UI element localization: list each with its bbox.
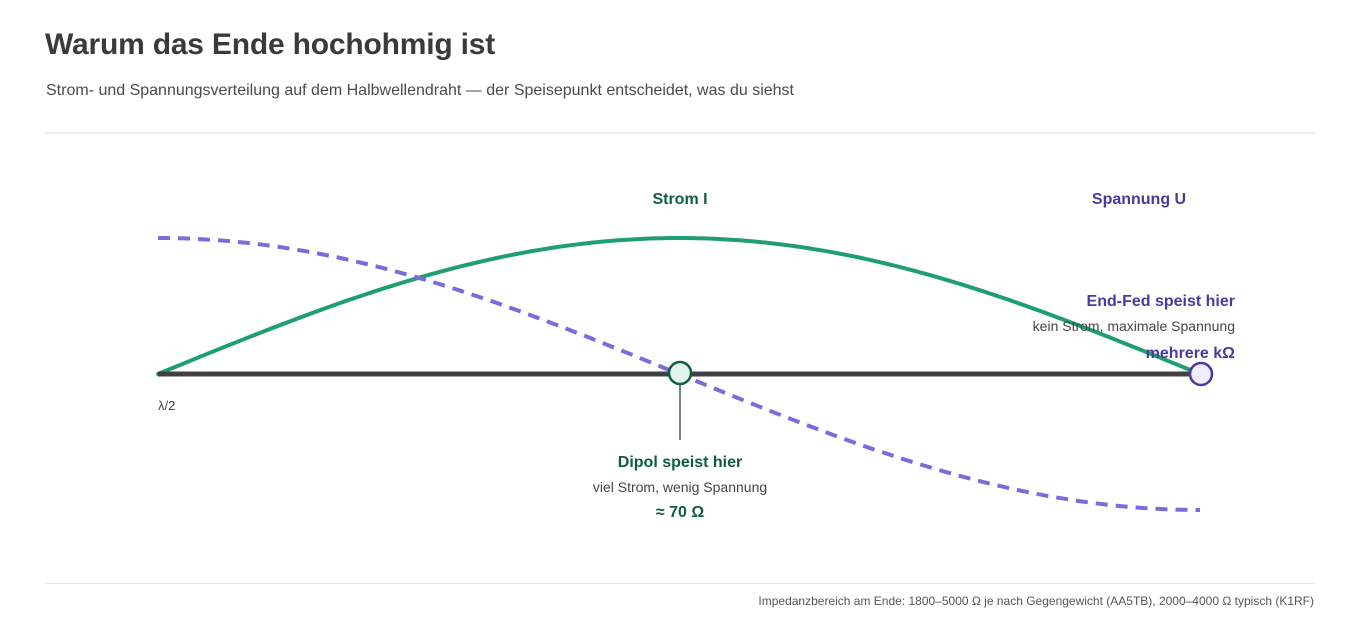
wire-length-label: λ/2 [158,398,175,413]
current-curve-label: Strom I [652,191,707,208]
endfed-impedance: mehrere kΩ [1146,345,1235,362]
endfed-feedpoint-node [1188,361,1214,387]
dipole-feedpoint-node [667,360,693,386]
current-curve [156,236,1202,376]
standing-wave-diagram: Strom I Spannung U λ/2 Dipol speist hier… [156,191,1235,521]
header-divider [45,132,1315,134]
endfed-feed-title: End-Fed speist hier [1087,293,1235,310]
page-subtitle: Strom- und Spannungsverteilung auf dem H… [46,82,794,99]
dipole-feed-title: Dipol speist hier [618,454,742,471]
voltage-curve-label: Spannung U [1092,191,1186,208]
page-title: Warum das Ende hochohmig ist [45,28,495,61]
impedance-footnote: Impedanzbereich am Ende: 1800–5000 Ω je … [758,594,1314,608]
dipole-impedance: ≈ 70 Ω [656,504,704,521]
dipole-feed-description: viel Strom, wenig Spannung [593,479,767,495]
footer-divider [45,583,1315,584]
endfed-feed-description: kein Strom, maximale Spannung [1033,318,1235,334]
